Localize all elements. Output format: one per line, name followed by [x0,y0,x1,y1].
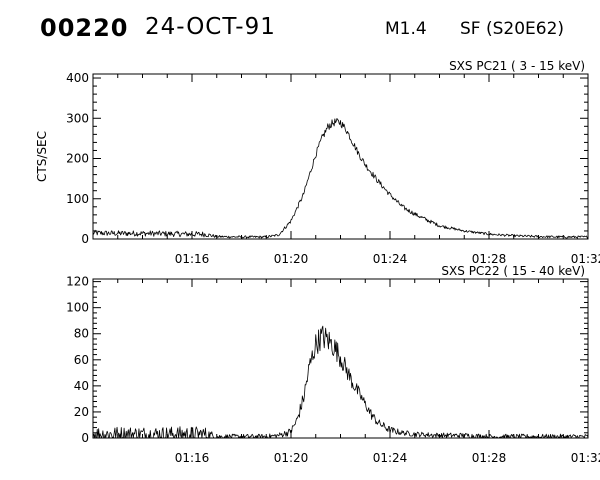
panel-title-1: SXS PC21 ( 3 - 15 keV) [449,59,585,73]
plot-frame-1 [92,73,589,240]
series-line-1-1 [92,118,589,239]
flare-location: SF (S20E62) [460,19,565,39]
x-tick-label: 01:28 [472,451,507,465]
x-tick-label: 01:16 [175,451,210,465]
series-line-2-1 [92,325,589,439]
y-tick-label: 80 [74,327,89,341]
x-tick-label: 01:20 [274,451,309,465]
y-tick-label: 100 [66,301,89,315]
event-number: 00220 [40,14,129,42]
y-tick-label: 200 [66,152,89,166]
y-tick-label: 120 [66,275,89,289]
y-tick-label: 40 [74,379,89,393]
y-tick-label: 100 [66,192,89,206]
x-tick-label: 01:32 [571,252,600,266]
y-axis-label: CTS/SEC [35,131,49,182]
x-tick-label: 01:24 [373,252,408,266]
y-tick-label: 20 [74,405,89,419]
panel-title-2: SXS PC22 ( 15 - 40 keV) [441,264,585,278]
goes-class: M1.4 [385,19,427,39]
x-tick-label: 01:20 [274,252,309,266]
y-tick-label: 0 [81,431,89,445]
x-tick-label: 01:32 [571,451,600,465]
x-tick-label: 01:28 [472,252,507,266]
y-tick-label: 0 [81,232,89,246]
y-tick-label: 60 [74,353,89,367]
event-date: 24-OCT-91 [145,14,276,40]
x-tick-label: 01:16 [175,252,210,266]
y-tick-label: 300 [66,111,89,125]
y-tick-label: 400 [66,71,89,85]
x-tick-label: 01:24 [373,451,408,465]
